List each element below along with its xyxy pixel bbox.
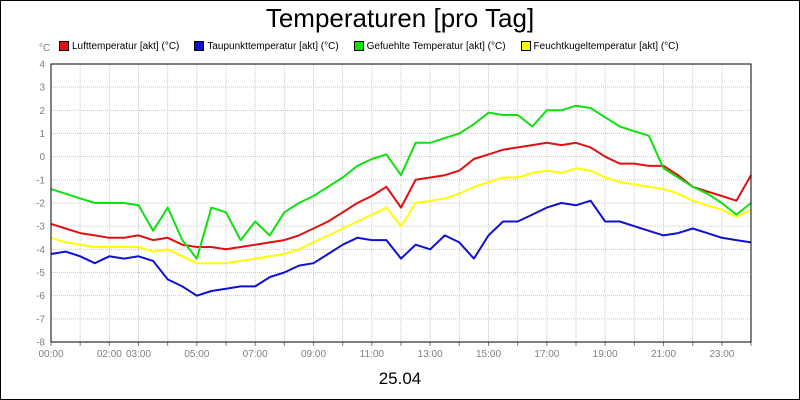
x-tick-label: 19:00 bbox=[593, 349, 618, 360]
x-tick-label: 05:00 bbox=[184, 349, 209, 360]
series-line-3 bbox=[50, 167, 752, 265]
legend-label-gefuehlte-temperatur: Gefuehlte Temperatur [akt] (°C) bbox=[366, 40, 506, 52]
x-tick-label: 23:00 bbox=[709, 349, 734, 360]
legend-swatch-taupunkttemperatur bbox=[194, 41, 205, 51]
y-axis-unit-label: °C bbox=[39, 43, 51, 54]
x-tick-label: 07:00 bbox=[243, 349, 268, 360]
y-tick-label: 4 bbox=[39, 60, 45, 71]
y-tick-label: 2 bbox=[39, 106, 45, 117]
y-tick-label: -1 bbox=[36, 175, 45, 186]
legend: Lufttemperatur [akt] (°C) Taupunkttemper… bbox=[59, 39, 694, 53]
legend-label-feuchtkugeltemperatur: Feuchtkugeltemperatur [akt] (°C) bbox=[533, 40, 679, 52]
x-tick-label: 02:00 bbox=[97, 349, 122, 360]
legend-item-taupunkttemperatur: Taupunkttemperatur [akt] (°C) bbox=[194, 40, 339, 52]
y-tick-label: -2 bbox=[36, 199, 45, 210]
y-tick-label: -3 bbox=[36, 222, 45, 233]
x-tick-label: 03:00 bbox=[126, 349, 151, 360]
legend-item-feuchtkugeltemperatur: Feuchtkugeltemperatur [akt] (°C) bbox=[520, 40, 679, 52]
chart-title: Temperaturen [pro Tag] bbox=[265, 3, 535, 33]
x-tick-label: 15:00 bbox=[476, 349, 501, 360]
date-label: 25.04 bbox=[378, 369, 422, 388]
legend-swatch-lufttemperatur bbox=[59, 41, 69, 51]
y-tick-label: 1 bbox=[39, 129, 45, 140]
y-tick-label: 3 bbox=[39, 83, 45, 94]
legend-item-lufttemperatur: Lufttemperatur [akt] (°C) bbox=[59, 41, 179, 52]
plot-border bbox=[50, 63, 752, 343]
series-line-1 bbox=[50, 199, 752, 297]
y-tick-label: -6 bbox=[36, 291, 45, 302]
y-tick-label: -5 bbox=[36, 268, 45, 279]
legend-label-lufttemperatur: Lufttemperatur [akt] (°C) bbox=[72, 40, 180, 52]
legend-label-taupunkttemperatur: Taupunkttemperatur [akt] (°C) bbox=[207, 40, 339, 52]
y-tick-label: -8 bbox=[36, 338, 45, 349]
legend-item-gefuehlte-temperatur: Gefuehlte Temperatur [akt] (°C) bbox=[353, 40, 506, 52]
legend-swatch-feuchtkugeltemperatur bbox=[520, 41, 531, 51]
x-tick-label: 00:00 bbox=[38, 349, 63, 360]
y-tick-label: 0 bbox=[39, 152, 45, 163]
y-tick-label: -4 bbox=[36, 245, 45, 256]
series-line-2 bbox=[50, 104, 752, 260]
x-tick-label: 21:00 bbox=[651, 349, 676, 360]
legend-swatch-gefuehlte-temperatur bbox=[353, 41, 364, 51]
x-tick-label: 09:00 bbox=[301, 349, 326, 360]
series-line-0 bbox=[50, 141, 752, 251]
x-tick-label: 17:00 bbox=[534, 349, 559, 360]
x-tick-label: 11:00 bbox=[360, 349, 385, 360]
y-tick-label: -7 bbox=[36, 314, 45, 325]
x-tick-label: 13:00 bbox=[418, 349, 443, 360]
